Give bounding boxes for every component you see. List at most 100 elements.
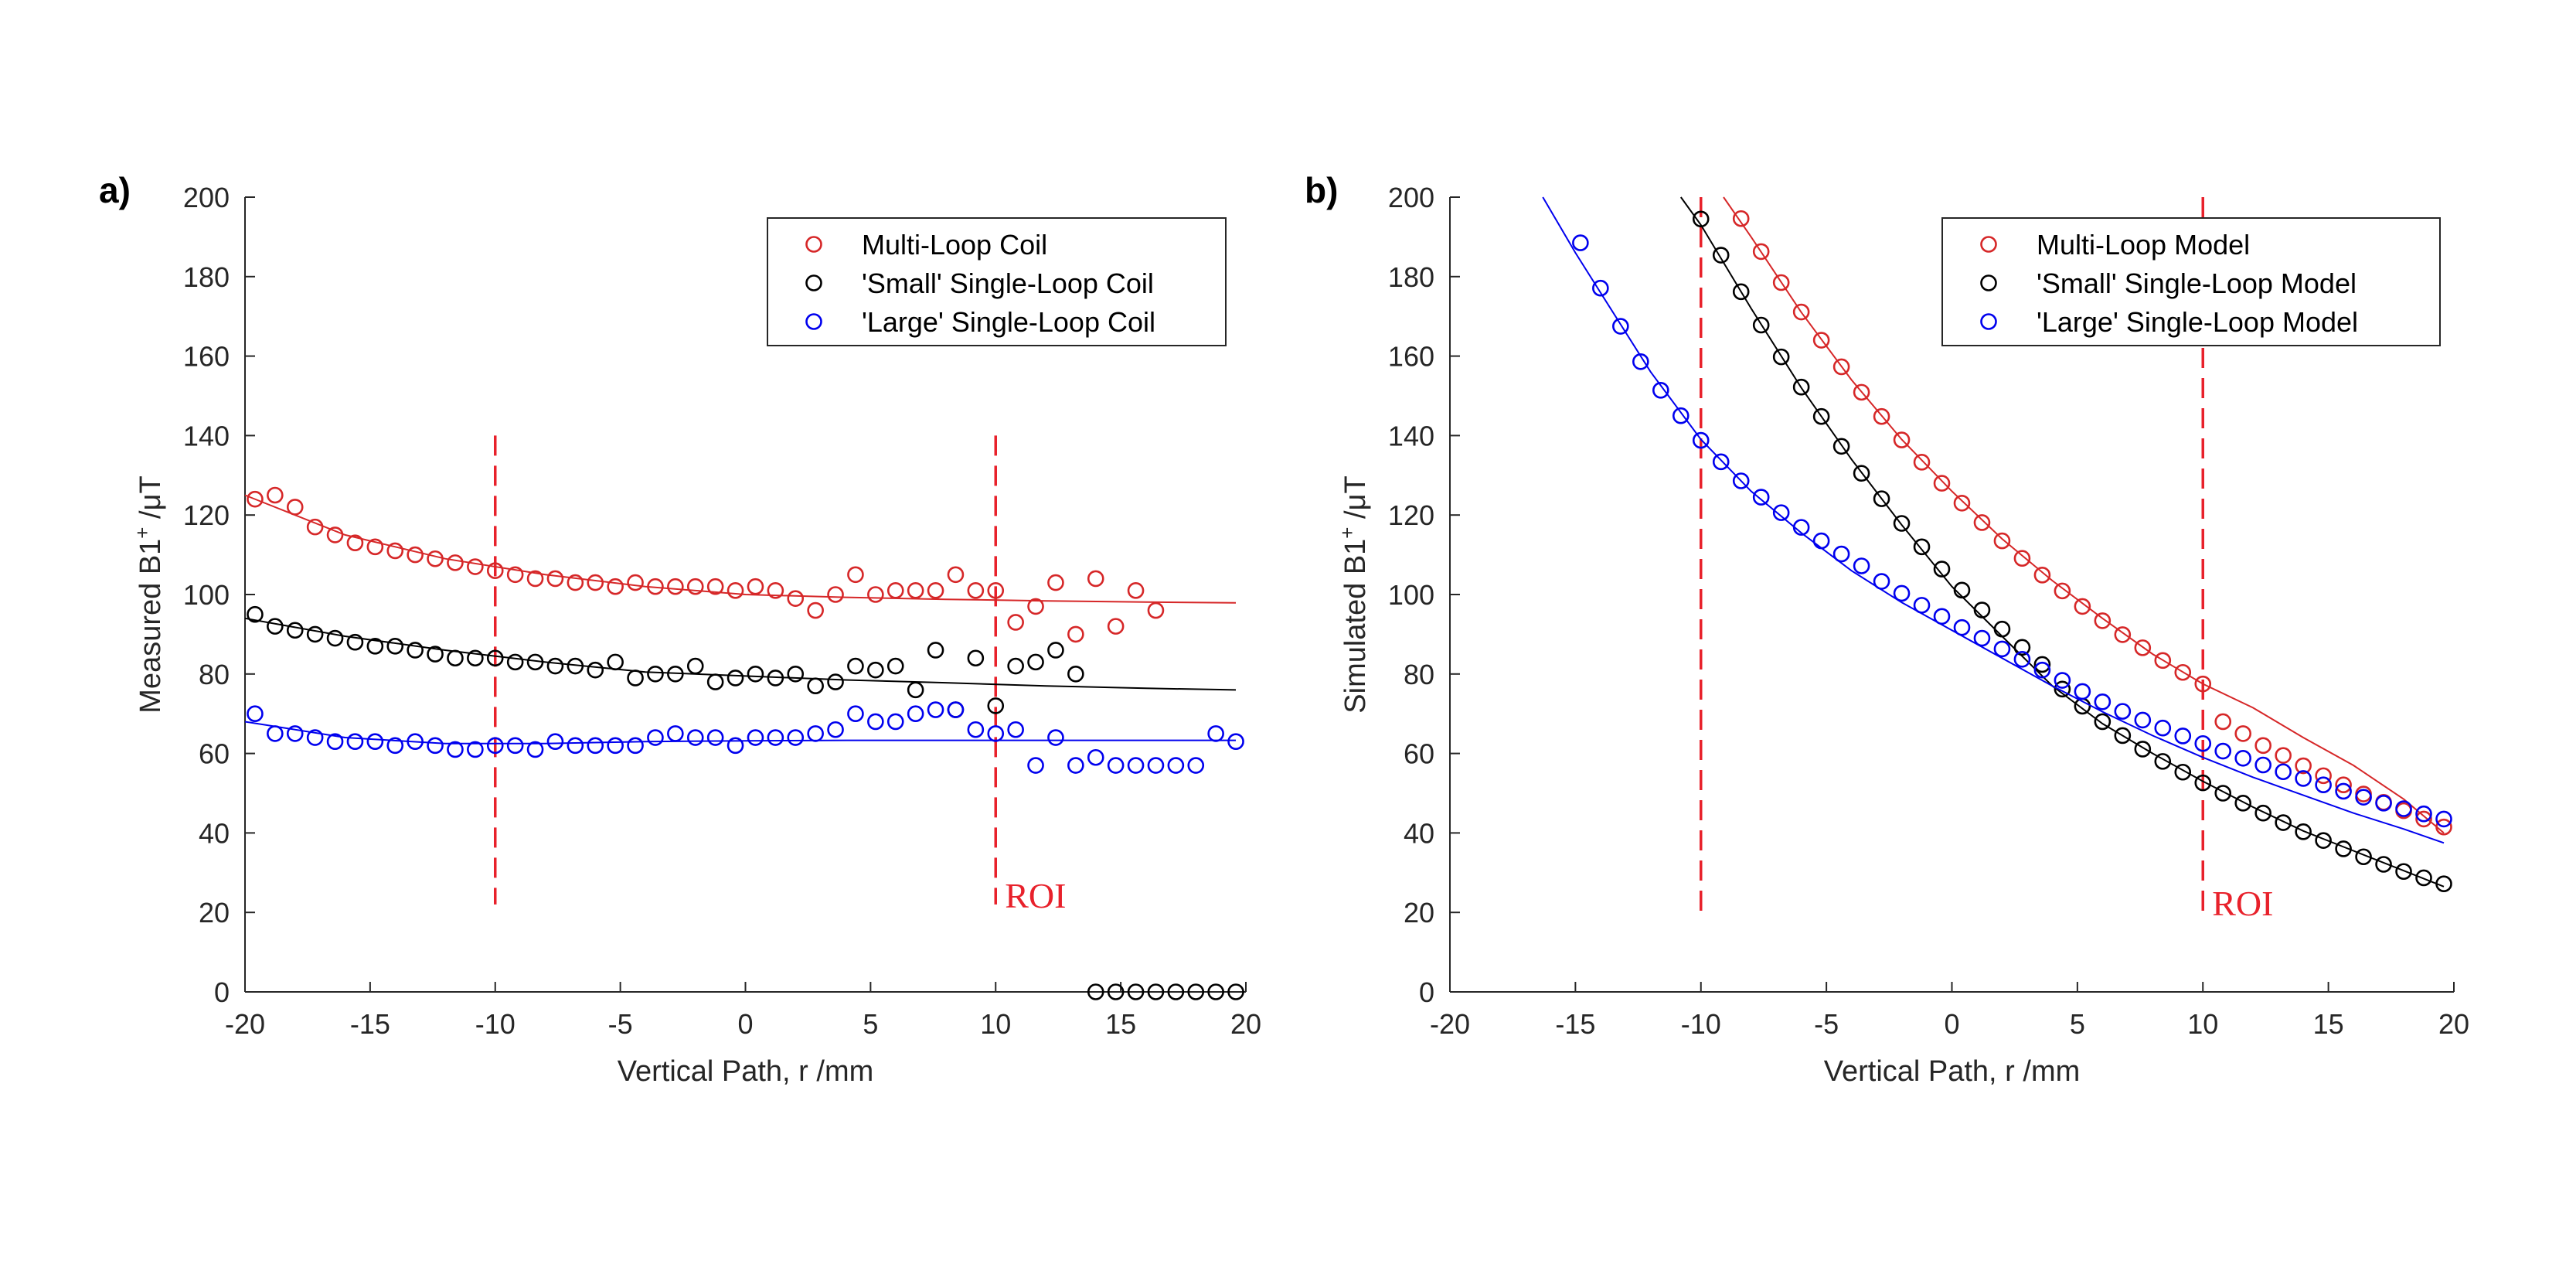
data-point — [286, 622, 304, 639]
data-point — [427, 646, 444, 663]
data-point — [1107, 618, 1125, 635]
data-point — [1772, 274, 1790, 291]
data-point — [2214, 713, 2232, 731]
data-point — [1227, 733, 1244, 750]
data-point — [787, 729, 805, 746]
data-point — [2013, 650, 2031, 668]
y-axis-label-main: Measured B1 — [134, 539, 167, 714]
data-point — [787, 590, 805, 607]
data-point — [447, 649, 464, 667]
data-point — [867, 661, 884, 679]
data-point — [1007, 721, 1024, 738]
data-point — [247, 490, 264, 508]
data-point — [366, 638, 384, 655]
data-point — [2375, 856, 2392, 873]
data-point — [346, 633, 364, 651]
fit-line — [244, 721, 1236, 745]
data-point — [647, 578, 664, 595]
data-point — [927, 582, 944, 599]
data-point — [2094, 612, 2112, 629]
data-point — [627, 574, 644, 591]
data-point — [907, 681, 924, 699]
fit-line — [244, 617, 1237, 691]
data-point — [366, 733, 384, 750]
legend-marker — [1980, 313, 1997, 330]
legend-marker — [1980, 236, 1997, 253]
data-point — [886, 657, 904, 675]
data-point — [1933, 608, 1951, 625]
data-point — [1087, 983, 1104, 1000]
data-point — [767, 670, 784, 687]
data-point — [1792, 378, 1810, 396]
y-tick-label: 20 — [199, 897, 230, 929]
data-point — [2054, 672, 2071, 689]
data-point — [1812, 332, 1830, 349]
data-point — [2275, 814, 2292, 831]
data-point — [386, 737, 404, 755]
data-point — [2355, 848, 2372, 866]
data-point — [2435, 810, 2452, 828]
y-axis-label-unit: /μT — [1339, 475, 1372, 526]
data-point — [1187, 983, 1205, 1000]
data-point — [2114, 703, 2132, 720]
y-tick-label: 120 — [183, 499, 230, 531]
data-point — [346, 534, 364, 551]
x-tick-label: 20 — [1230, 1008, 1261, 1040]
x-tick-label: -15 — [1555, 1008, 1595, 1040]
fit-line — [244, 494, 1237, 604]
x-tick-label: -5 — [1814, 1008, 1839, 1040]
data-point — [386, 542, 404, 560]
legend-marker — [805, 236, 822, 253]
series-1 — [244, 605, 1244, 1000]
legend-box — [767, 217, 1227, 346]
data-point — [847, 566, 864, 584]
data-point — [326, 629, 344, 647]
data-point — [747, 578, 764, 595]
data-point — [1207, 725, 1224, 742]
data-point — [607, 653, 624, 671]
data-point — [1067, 757, 1084, 774]
data-point — [1592, 279, 1609, 297]
data-point — [2435, 818, 2452, 836]
data-point — [2174, 727, 2192, 745]
data-point — [2074, 598, 2091, 615]
data-point — [2275, 747, 2292, 764]
data-point — [2375, 795, 2392, 812]
y-axis-label-unit: /μT — [134, 475, 167, 526]
data-point — [1913, 538, 1931, 556]
data-point — [2174, 663, 2192, 681]
data-point — [1873, 573, 1890, 590]
data-point — [1572, 234, 1589, 251]
data-point — [2254, 804, 2271, 822]
panel-label: b) — [1305, 170, 1338, 210]
data-point — [2355, 789, 2372, 806]
data-point — [927, 642, 944, 659]
y-tick-label: 160 — [183, 341, 230, 373]
legend-entry: Multi-Loop Model — [2037, 229, 2250, 261]
data-point — [1147, 757, 1165, 774]
y-tick-label: 160 — [1388, 341, 1434, 373]
data-point — [467, 558, 484, 575]
data-point — [827, 586, 844, 603]
data-point — [1732, 283, 1750, 301]
data-point — [1853, 557, 1870, 574]
data-point — [2234, 795, 2252, 812]
series-2 — [244, 701, 1244, 774]
data-point — [807, 677, 824, 695]
data-point — [526, 741, 544, 758]
data-point — [1812, 532, 1830, 550]
data-point — [1873, 407, 1890, 425]
data-point — [907, 582, 924, 599]
data-point — [267, 486, 284, 504]
data-point — [1953, 581, 1971, 599]
y-tick-label: 200 — [1388, 182, 1434, 213]
data-point — [2234, 725, 2252, 742]
data-point — [2134, 711, 2152, 729]
x-tick-label: 20 — [2438, 1008, 2469, 1040]
data-point — [907, 705, 924, 723]
data-point — [1913, 597, 1931, 614]
data-point — [2335, 782, 2352, 800]
data-point — [1227, 983, 1244, 1000]
data-point — [467, 649, 484, 667]
data-point — [1047, 574, 1064, 591]
